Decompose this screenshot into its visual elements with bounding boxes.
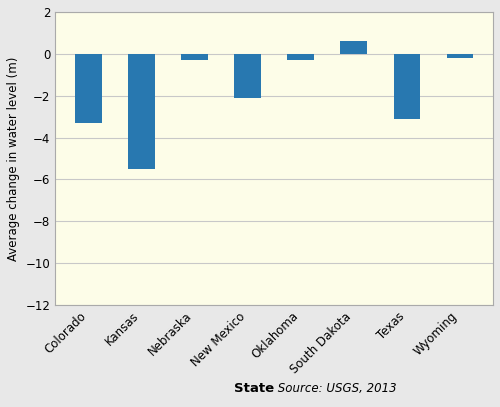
Bar xyxy=(182,54,208,60)
Bar xyxy=(394,54,420,119)
Bar xyxy=(234,54,261,98)
Bar xyxy=(128,54,154,169)
Bar xyxy=(75,54,102,123)
Bar xyxy=(340,41,367,54)
Text: State: State xyxy=(234,382,274,395)
Y-axis label: Average change in water level (m): Average change in water level (m) xyxy=(7,56,20,260)
Bar xyxy=(288,54,314,60)
Text: Source: USGS, 2013: Source: USGS, 2013 xyxy=(274,382,397,395)
Bar xyxy=(446,54,473,58)
